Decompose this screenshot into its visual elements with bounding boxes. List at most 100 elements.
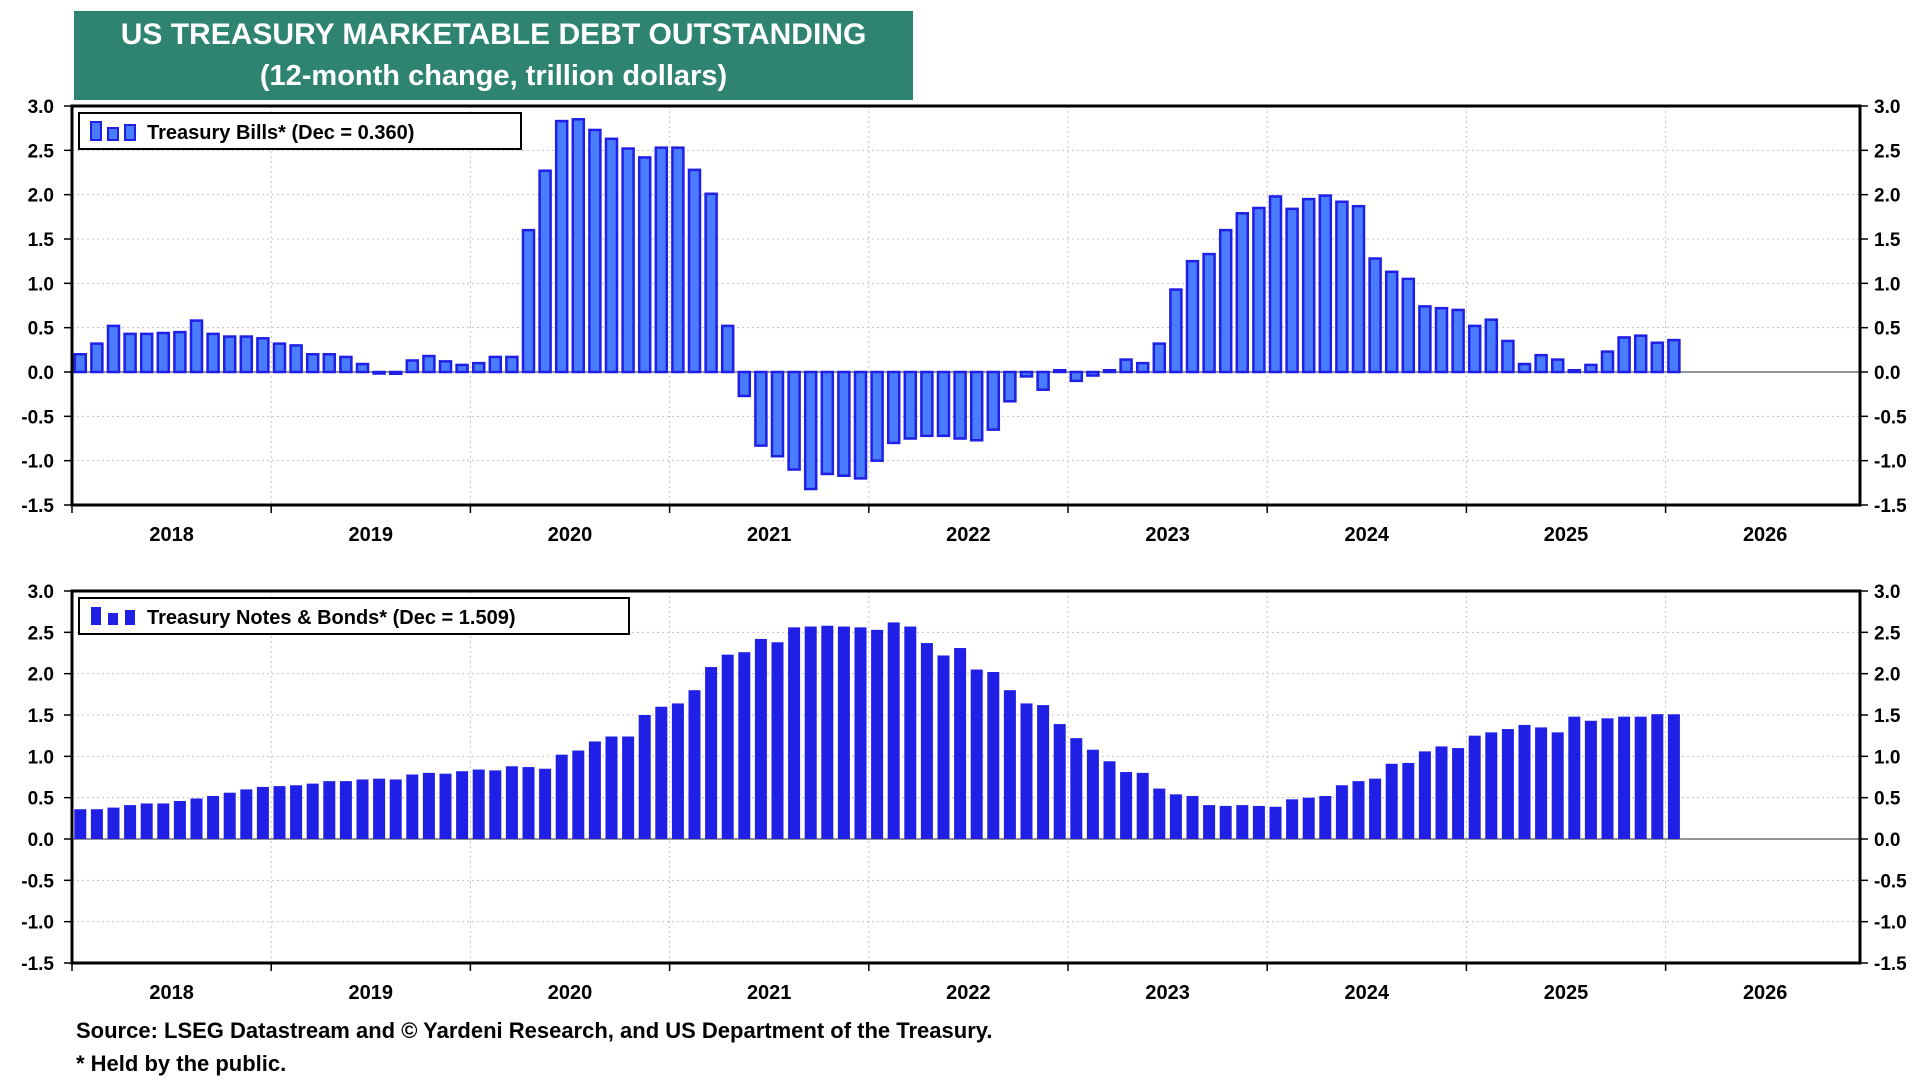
- bar: [1517, 362, 1532, 374]
- bar: [554, 119, 569, 374]
- bar: [1086, 749, 1099, 839]
- bar: [555, 754, 568, 839]
- bar: [1152, 342, 1167, 374]
- bar: [289, 344, 303, 374]
- bar: [1452, 748, 1465, 839]
- bar: [1186, 796, 1199, 839]
- bar: [1037, 705, 1050, 839]
- legend-swatch: [108, 613, 118, 625]
- bar: [837, 626, 850, 839]
- bar: [655, 706, 668, 839]
- bar: [605, 736, 618, 839]
- bar: [1650, 341, 1665, 374]
- bar: [1102, 368, 1117, 374]
- bar: [389, 779, 402, 839]
- bar: [488, 355, 503, 374]
- bar: [1600, 350, 1615, 374]
- bar: [90, 342, 104, 374]
- bar: [1319, 796, 1332, 839]
- y-tick-label-right: -0.5: [1874, 407, 1907, 428]
- bar: [1402, 762, 1415, 839]
- legend-label: Treasury Notes & Bonds* (Dec = 1.509): [147, 607, 515, 629]
- bar: [1601, 718, 1614, 839]
- bar: [572, 750, 585, 839]
- bar: [754, 370, 768, 447]
- bar: [305, 353, 320, 374]
- bar: [1467, 324, 1482, 374]
- bar: [356, 779, 369, 839]
- bar: [90, 809, 103, 839]
- legend-swatch: [124, 124, 136, 141]
- bar: [887, 622, 900, 839]
- y-tick-label-right: -0.5: [1874, 871, 1907, 892]
- bar: [1667, 338, 1681, 374]
- bar: [107, 807, 120, 839]
- bar: [1385, 763, 1398, 839]
- bar: [1070, 738, 1083, 839]
- bar: [322, 353, 337, 374]
- bar: [1003, 370, 1017, 403]
- bar: [355, 362, 370, 374]
- bar: [903, 370, 918, 440]
- y-tick-label-left: 2.5: [28, 141, 55, 162]
- bar: [1252, 805, 1265, 839]
- bar: [1550, 358, 1565, 374]
- bar: [1534, 353, 1548, 374]
- bar: [622, 736, 635, 839]
- bar: [738, 652, 751, 839]
- bar: [1252, 206, 1266, 374]
- x-tick-label: 2020: [548, 524, 593, 546]
- bar: [1435, 746, 1448, 839]
- bar: [472, 769, 485, 839]
- legend-box: [78, 112, 522, 150]
- bar: [339, 355, 353, 374]
- y-tick-label-right: 0.5: [1874, 789, 1901, 810]
- y-tick-label-left: 1.0: [28, 747, 54, 768]
- bar: [1485, 732, 1498, 839]
- bar: [173, 330, 187, 374]
- panel-1: 2018 2019 2020 2021 2022 2023 2024 2025 2026 3.0 3…: [21, 97, 1907, 546]
- y-tick-label-left: -1.5: [21, 496, 54, 517]
- x-tick-label: 2025: [1544, 982, 1589, 1004]
- bar: [1651, 714, 1664, 839]
- bar: [1103, 761, 1116, 839]
- bar: [505, 355, 519, 374]
- bar: [1235, 212, 1250, 374]
- bar: [438, 360, 453, 374]
- bar: [439, 773, 452, 839]
- bar: [671, 146, 685, 374]
- bar: [206, 332, 220, 374]
- bar: [1036, 370, 1050, 391]
- bar: [422, 772, 435, 839]
- bar: [1218, 228, 1233, 374]
- bar: [1169, 794, 1182, 839]
- bar: [720, 324, 735, 374]
- y-tick-label-left: -0.5: [21, 407, 54, 428]
- legend-swatch: [125, 610, 135, 625]
- bar: [1418, 751, 1431, 839]
- x-tick-label: 2023: [1145, 982, 1190, 1004]
- bar: [987, 672, 1000, 839]
- x-tick-label: 2022: [946, 982, 991, 1004]
- y-tick-label-left: 0.0: [28, 830, 54, 851]
- bar: [1019, 370, 1034, 378]
- y-tick-label-left: 0.0: [28, 363, 54, 384]
- y-tick-label-right: 1.5: [1874, 706, 1901, 727]
- legend-swatch: [90, 121, 102, 141]
- bar: [820, 370, 835, 476]
- bar: [339, 781, 352, 839]
- bar: [1617, 336, 1631, 374]
- bar: [1053, 724, 1066, 839]
- y-tick-label-left: 0.5: [28, 789, 55, 810]
- bar: [1202, 252, 1216, 374]
- bar: [422, 354, 436, 374]
- bar: [770, 370, 785, 458]
- y-tick-label-right: 2.0: [1874, 186, 1900, 207]
- bar: [1401, 277, 1416, 374]
- y-tick-label-right: 3.0: [1874, 97, 1900, 118]
- bar: [190, 798, 203, 839]
- bar: [604, 137, 619, 374]
- bar: [522, 767, 535, 839]
- bar: [1335, 785, 1348, 839]
- bar: [837, 370, 851, 477]
